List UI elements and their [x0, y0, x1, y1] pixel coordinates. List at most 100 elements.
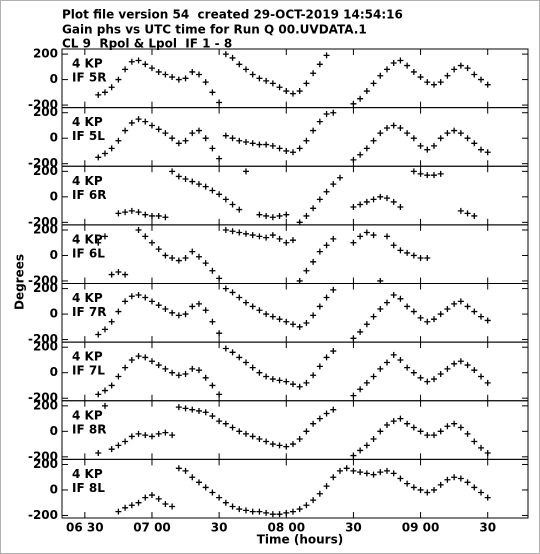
data-point: [350, 335, 357, 342]
x-tick-label: 09 00: [402, 521, 440, 535]
data-point: [390, 470, 397, 477]
data-point: [417, 374, 424, 381]
data-point: [222, 132, 229, 139]
data-point: [216, 275, 223, 282]
data-point: [390, 242, 397, 249]
data-point: [202, 79, 209, 86]
data-point: [451, 474, 458, 481]
data-point: [256, 75, 263, 82]
data-point: [216, 494, 223, 501]
data-point: [363, 379, 370, 386]
data-point: [128, 119, 135, 126]
data-point: [236, 229, 243, 236]
data-point: [263, 141, 270, 148]
panel-label: 4 KP: [72, 408, 103, 422]
data-point: [397, 415, 404, 422]
data-point: [484, 450, 491, 457]
data-point: [477, 146, 484, 153]
data-point: [404, 303, 411, 310]
data-point: [383, 195, 390, 202]
data-point: [182, 75, 189, 82]
data-point: [430, 316, 437, 323]
data-point: [209, 318, 216, 325]
y-tick-label: -200: [28, 156, 58, 170]
data-point: [169, 74, 176, 81]
data-point: [95, 154, 102, 161]
data-point: [310, 497, 317, 504]
data-point: [101, 150, 108, 157]
data-point: [397, 247, 404, 254]
data-point: [195, 253, 202, 260]
data-point: [323, 354, 330, 361]
data-point: [289, 237, 296, 244]
data-point: [404, 62, 411, 69]
data-point: [276, 145, 283, 152]
data-point: [108, 382, 115, 389]
data-point: [263, 438, 270, 445]
data-point: [148, 433, 155, 440]
data-point: [95, 91, 102, 98]
data-point: [383, 233, 390, 240]
data-point: [189, 474, 196, 481]
data-point: [430, 81, 437, 88]
data-point: [182, 311, 189, 318]
data-point: [263, 311, 270, 318]
data-point: [101, 402, 108, 409]
data-point: [229, 349, 236, 356]
data-point: [195, 479, 202, 486]
data-point: [202, 374, 209, 381]
data-point: [115, 210, 122, 217]
data-point: [417, 170, 424, 177]
data-point: [162, 71, 169, 78]
y-tick-label: 0: [50, 131, 58, 145]
data-point: [202, 484, 209, 491]
data-point: [182, 405, 189, 412]
data-point: [155, 302, 162, 309]
data-point: [330, 474, 337, 481]
data-point: [155, 126, 162, 133]
data-point: [350, 204, 357, 211]
data-point: [162, 130, 169, 137]
panel-label: IF 8L: [72, 481, 105, 495]
data-point: [263, 509, 270, 516]
data-point: [269, 376, 276, 383]
y-tick-label: 0: [50, 424, 58, 438]
data-point: [464, 430, 471, 437]
data-point: [357, 328, 364, 335]
data-point: [229, 503, 236, 510]
header-line: CL 9 Rpol & Lpol IF 1 - 8: [62, 37, 232, 51]
data-point: [148, 65, 155, 72]
data-point: [182, 467, 189, 474]
data-point: [195, 407, 202, 414]
data-point: [390, 418, 397, 425]
data-point: [128, 502, 135, 509]
data-point: [209, 187, 216, 194]
data-point: [457, 424, 464, 431]
data-point: [162, 214, 169, 221]
data-point: [424, 432, 431, 439]
y-tick-label: 200: [33, 398, 58, 412]
data-point: [209, 489, 216, 496]
data-point: [249, 364, 256, 371]
data-point: [310, 312, 317, 319]
data-point: [424, 255, 431, 262]
data-point: [370, 196, 377, 203]
y-tick-label: 0: [50, 482, 58, 496]
y-tick-label: 0: [50, 248, 58, 262]
data-point: [236, 61, 243, 68]
data-point: [451, 420, 458, 427]
data-point: [323, 188, 330, 195]
data-point: [256, 307, 263, 314]
data-point: [135, 430, 142, 437]
data-point: [195, 367, 202, 374]
data-point: [128, 207, 135, 214]
data-point: [471, 484, 478, 491]
data-point: [202, 260, 209, 267]
x-tick-label: 07 00: [133, 521, 171, 535]
data-point: [162, 305, 169, 312]
y-tick-label: 200: [33, 164, 58, 178]
data-point: [296, 219, 303, 226]
data-point: [182, 175, 189, 182]
panel-label: 4 KP: [72, 467, 103, 481]
